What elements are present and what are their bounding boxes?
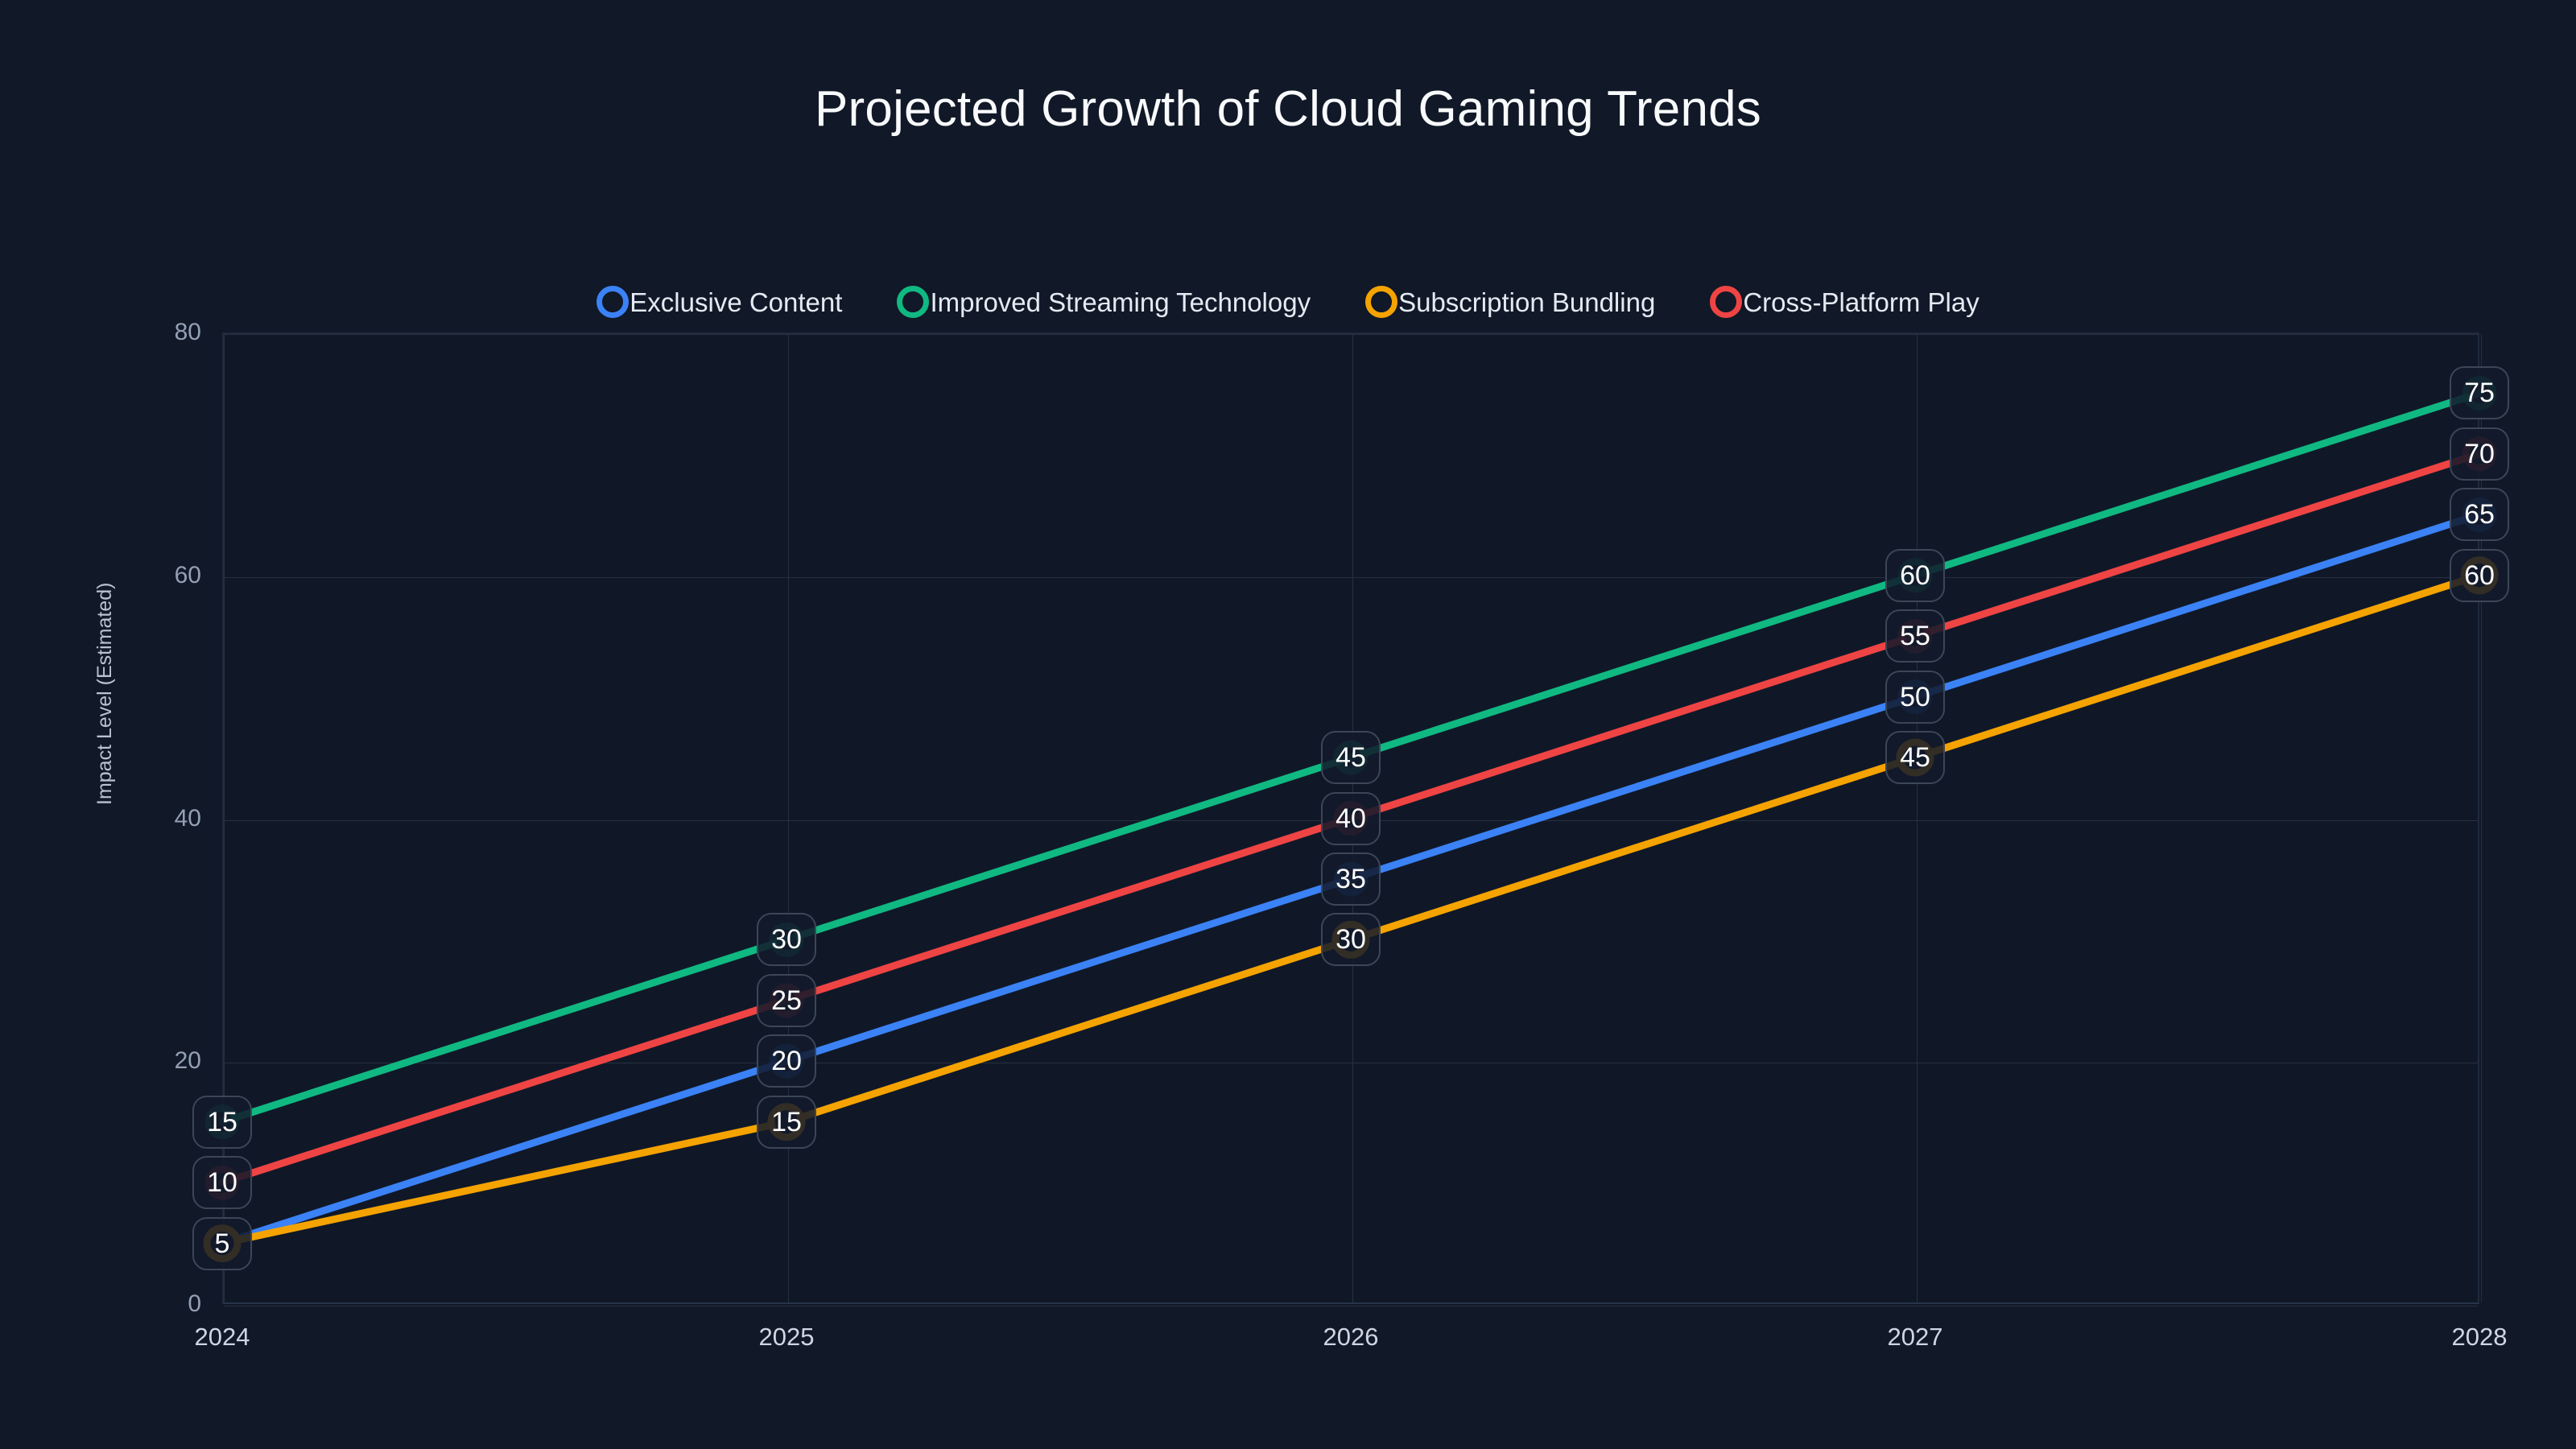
y-axis-tick-label: 20: [174, 1047, 201, 1075]
y-axis-tick-label: 40: [174, 804, 201, 832]
legend-item-2[interactable]: Subscription Bundling: [1365, 286, 1655, 318]
ring-marker: [1710, 286, 1743, 318]
data-point-label: 55: [1885, 609, 1945, 663]
legend-item-label: Exclusive Content: [630, 287, 843, 317]
data-point-label: 45: [1885, 731, 1945, 785]
x-axis-tick-label: 2027: [1887, 1323, 1943, 1351]
ring-marker: [597, 286, 630, 318]
legend-item-1[interactable]: Improved Streaming Technology: [897, 286, 1311, 318]
data-point-label: 60: [1885, 548, 1945, 602]
data-point-label: 70: [2450, 427, 2509, 481]
data-point-label: 30: [1321, 913, 1381, 967]
gridline-horizontal: [224, 1306, 2478, 1307]
data-point-label: 65: [2450, 488, 2509, 542]
chart-title: Projected Growth of Cloud Gaming Trends: [814, 81, 1762, 137]
y-axis-tick-label: 60: [174, 561, 201, 588]
legend-item-label: Subscription Bundling: [1398, 287, 1656, 317]
data-point-label: 45: [1321, 731, 1381, 785]
x-axis-tick-label: 2025: [758, 1323, 815, 1351]
y-axis-title: Impact Level (Estimated): [93, 582, 116, 806]
data-point-label: 15: [192, 1095, 252, 1149]
data-point-label: 50: [1885, 670, 1945, 724]
data-point-label: 75: [2450, 366, 2509, 420]
data-point-label: 35: [1321, 852, 1381, 906]
gridline-vertical: [788, 334, 789, 1302]
data-point-label: 60: [2450, 548, 2509, 602]
gridline-horizontal: [224, 334, 2478, 335]
x-axis-tick-label: 2026: [1323, 1323, 1379, 1351]
ring-marker: [897, 286, 930, 318]
gridline-vertical: [1917, 334, 1918, 1302]
data-point-label: 40: [1321, 791, 1381, 845]
data-point-label: 30: [757, 913, 816, 967]
y-axis-tick-label: 80: [174, 319, 201, 345]
gridline-horizontal: [224, 576, 2478, 578]
x-axis-tick-label: 2024: [194, 1323, 250, 1351]
legend-item-label: Improved Streaming Technology: [930, 287, 1311, 317]
data-point-label: 10: [192, 1156, 252, 1210]
legend-item-label: Cross-Platform Play: [1743, 287, 1979, 317]
ring-marker: [1365, 286, 1398, 318]
chart-legend: Exclusive Content Improved Streaming Tech…: [0, 286, 2576, 318]
data-point-label: 20: [757, 1034, 816, 1088]
legend-item-0[interactable]: Exclusive Content: [597, 286, 842, 318]
y-axis-tick-label: 0: [188, 1290, 201, 1317]
data-point-label: 15: [757, 1095, 816, 1149]
x-axis-tick-label: 2028: [2451, 1323, 2508, 1351]
data-point-label: 25: [757, 973, 816, 1027]
legend-item-3[interactable]: Cross-Platform Play: [1710, 286, 1979, 318]
data-point-label: 5: [192, 1216, 252, 1270]
